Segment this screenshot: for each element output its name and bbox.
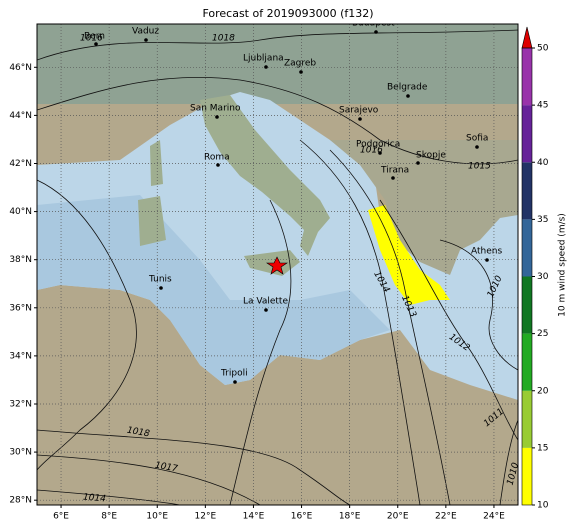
isobars xyxy=(37,29,518,505)
x-tick-label: 8°E xyxy=(101,512,117,522)
colorbar-tick-label: 50 xyxy=(537,44,549,54)
isobar-label: 1016 xyxy=(360,146,383,156)
colorbar-segment xyxy=(522,105,532,163)
city-dot xyxy=(233,380,237,384)
city-label: Athens xyxy=(471,247,502,257)
colorbar-tick-label: 20 xyxy=(537,386,549,396)
colorbar-extend xyxy=(521,26,533,49)
city-label: Skopje xyxy=(416,151,446,161)
isobar-label: 1014 xyxy=(83,493,107,505)
city-label: San Marino xyxy=(190,104,241,114)
city-dot xyxy=(475,145,479,149)
city-label: Budapest xyxy=(352,19,395,29)
x-tick-label: 6°E xyxy=(53,512,69,522)
city-label: Vaduz xyxy=(132,27,159,37)
colorbar-tick-label: 35 xyxy=(537,215,548,225)
city-dot xyxy=(391,176,395,180)
city-label: Roma xyxy=(204,153,230,163)
city-dot xyxy=(406,94,410,98)
isobar-label: 1018 xyxy=(212,34,235,44)
isobar-label: 1017 xyxy=(154,461,179,475)
y-tick-label: 34°N xyxy=(9,351,32,361)
colorbar-tick-label: 15 xyxy=(537,443,548,453)
city-dot xyxy=(299,70,303,74)
city-label: Sarajevo xyxy=(339,106,379,116)
colorbar: 10 15 20 25 30 35 40 45 50 xyxy=(521,26,549,511)
map-frame xyxy=(36,23,519,506)
title: Forecast of 2019093000 (f132) xyxy=(202,7,373,20)
colorbar-segment xyxy=(522,390,532,448)
y-tick-label: 36°N xyxy=(9,303,32,313)
colorbar-segment xyxy=(522,276,532,334)
city-dot xyxy=(94,42,98,46)
colorbar-tick-label: 30 xyxy=(537,272,549,282)
city-label: La Valette xyxy=(243,297,288,307)
wind-high xyxy=(368,205,450,305)
star-marker xyxy=(266,256,288,275)
city-label: Podgorica xyxy=(356,140,400,150)
corsica xyxy=(150,140,163,186)
sardinia xyxy=(138,196,166,246)
colorbar-segment xyxy=(522,333,532,391)
colorbar-segment xyxy=(522,447,532,505)
y-tick-label: 46°N xyxy=(9,63,32,73)
x-tick-label: 10°E xyxy=(146,512,168,522)
colorbar-segment xyxy=(522,162,532,220)
city-dot xyxy=(215,115,219,119)
colorbar-tick-label: 25 xyxy=(537,329,548,339)
isobar-label: 1015 xyxy=(468,162,491,172)
y-tick-label: 42°N xyxy=(9,159,32,169)
x-tick-label: 22°E xyxy=(435,512,457,522)
city-label: Tunis xyxy=(148,275,172,285)
city-dot xyxy=(358,117,362,121)
y-tick-label: 30°N xyxy=(9,448,32,458)
colorbar-tick-label: 10 xyxy=(537,501,549,511)
city-dot xyxy=(264,65,268,69)
colorbar-segment xyxy=(522,219,532,277)
y-tick-label: 40°N xyxy=(9,207,32,217)
city-dot xyxy=(264,308,268,312)
city-label: Tirana xyxy=(380,166,409,176)
y-tick-label: 44°N xyxy=(9,111,32,121)
city-label: Ljubljana xyxy=(243,54,284,64)
x-tick-label: 24°E xyxy=(483,512,505,522)
city-label: Zagreb xyxy=(284,59,316,69)
colorbar-label: 10 m wind speed (m/s) xyxy=(558,213,568,317)
y-tick-label: 28°N xyxy=(9,496,32,506)
city-label: Belgrade xyxy=(387,83,428,93)
x-tick-label: 12°E xyxy=(195,512,217,522)
isobar-label: 1016 xyxy=(80,34,103,44)
city-dot xyxy=(416,161,420,165)
city-dot xyxy=(485,258,489,262)
city-dot xyxy=(216,163,220,167)
city-label: Bern xyxy=(84,32,105,42)
city-label: Sofia xyxy=(466,134,488,144)
colorbar-segment xyxy=(522,48,532,106)
y-tick-label: 32°N xyxy=(9,399,32,409)
colorbar-tick-label: 40 xyxy=(537,158,549,168)
x-tick-label: 16°E xyxy=(291,512,313,522)
x-tick-label: 18°E xyxy=(339,512,361,522)
colorbar-tick-label: 45 xyxy=(537,101,548,111)
city-dot xyxy=(159,286,163,290)
city-dot xyxy=(378,151,382,155)
italy xyxy=(200,95,330,256)
isobar-label: 1018 xyxy=(126,426,151,440)
cities: Bern Vaduz Budapest Ljubljana Zagreb Bel… xyxy=(84,19,502,384)
map-area: 1016 1018 1016 1015 1014 1013 1012 1010 … xyxy=(37,19,518,505)
deep-sea xyxy=(37,195,390,385)
y-tick-label: 38°N xyxy=(9,255,32,265)
x-tick-label: 14°E xyxy=(243,512,265,522)
city-dot xyxy=(144,38,148,42)
city-label: Tripoli xyxy=(220,369,248,379)
x-tick-label: 20°E xyxy=(387,512,409,522)
balkans xyxy=(330,140,518,275)
city-dot xyxy=(374,30,378,34)
